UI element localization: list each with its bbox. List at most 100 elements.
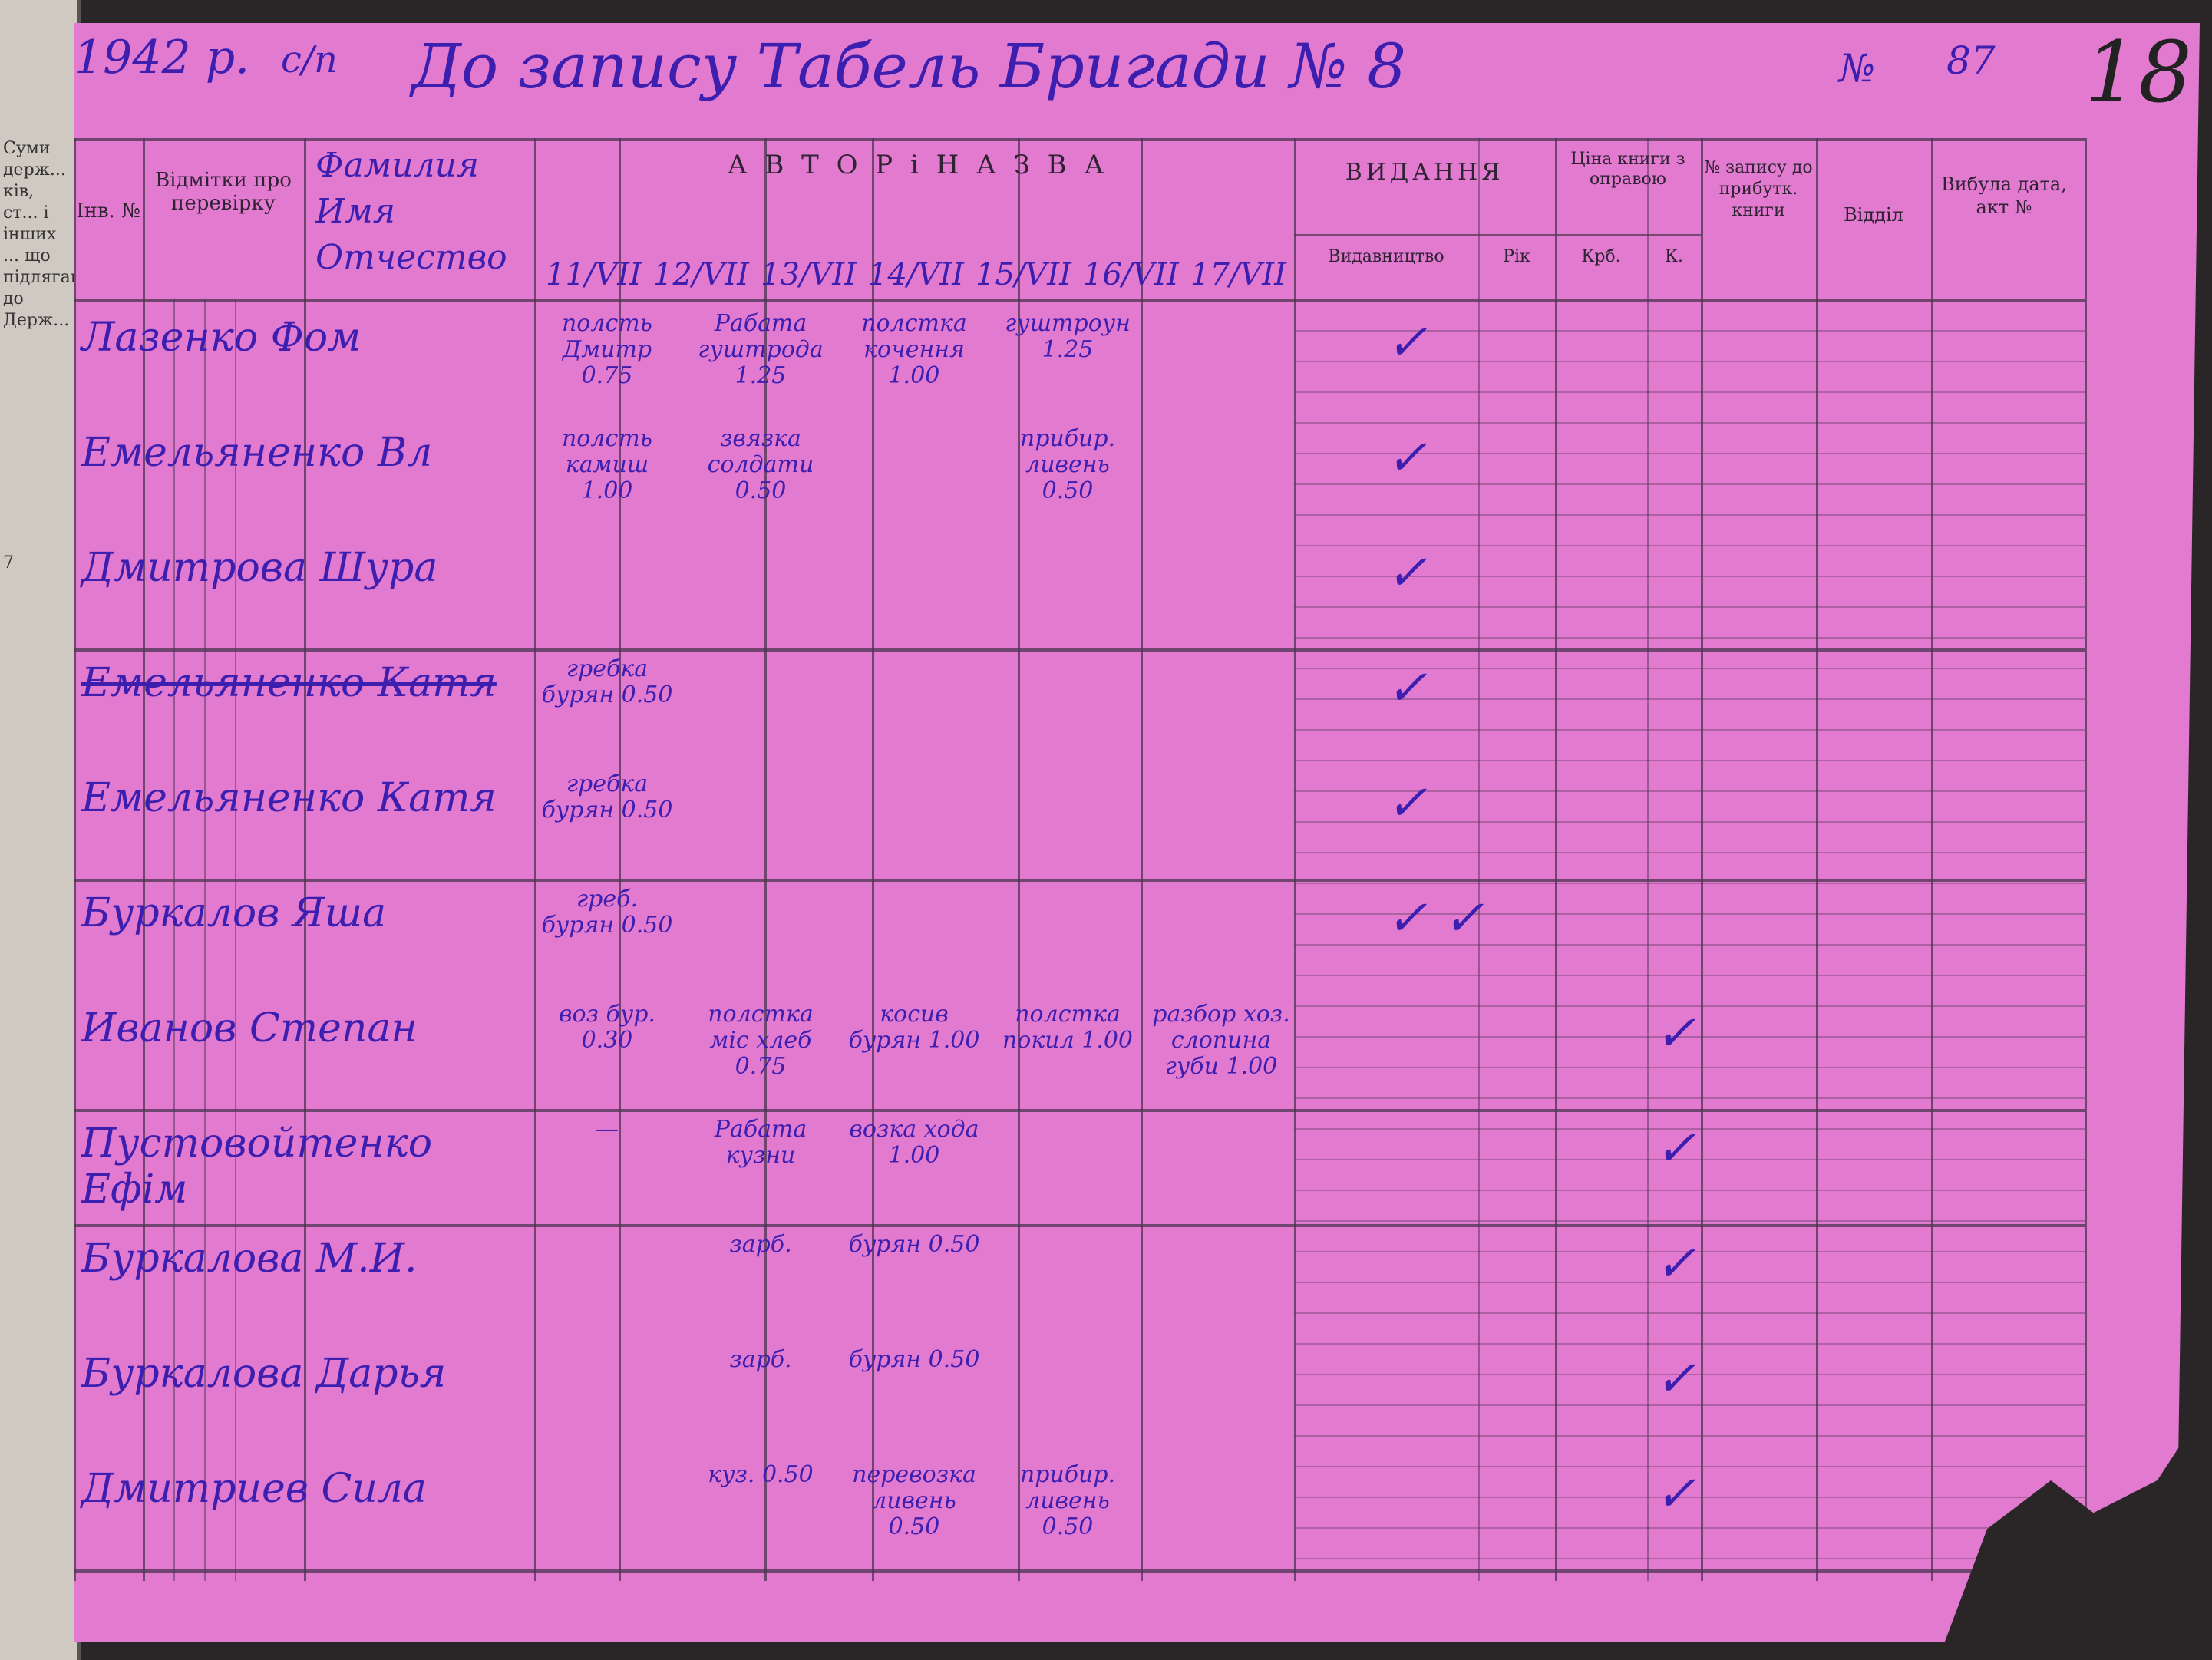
- page-number: 18: [2085, 23, 2192, 121]
- row-name: Емельяненко Вл: [81, 430, 433, 476]
- col-record: № запису до прибутк. книги: [1704, 158, 1813, 220]
- check-mark-icon: ✓: [1386, 430, 1428, 487]
- ruling-line: [1294, 514, 2085, 516]
- row-name: Лазенко Фом: [81, 315, 362, 361]
- col-year: Рік: [1503, 247, 1530, 266]
- column-divider: [173, 299, 175, 1581]
- ruling-line: [1294, 1036, 2085, 1038]
- row-name: Буркалов Яша: [81, 890, 387, 936]
- row-divider: [74, 1109, 2085, 1112]
- number-value: 87: [1946, 38, 1996, 83]
- ruling-line: [1294, 576, 2085, 577]
- column-divider: [235, 299, 236, 1581]
- row-entry: звязка солдати 0.50: [707, 425, 814, 504]
- ruling-line: [1294, 1282, 2085, 1283]
- ruling-line: [1294, 1128, 2085, 1130]
- ruling-line: [1294, 944, 2085, 946]
- ruling-line: [1294, 545, 2085, 546]
- ruling-line: [1294, 1159, 2085, 1160]
- ruling-line: [1294, 1312, 2085, 1314]
- column-divider: [1816, 138, 1818, 1581]
- surname-heading: Фамилия: [315, 146, 480, 185]
- col-inv: Інв. №: [76, 200, 140, 223]
- col-edition: ВИДАННЯ: [1345, 159, 1504, 186]
- row-entry: перевозка ливень 0.50: [852, 1461, 976, 1540]
- check-mark-icon: ✓: [1386, 545, 1428, 602]
- column-divider: [534, 138, 536, 1581]
- row-entry: полстка мiс хлеб 0.75: [708, 1001, 814, 1080]
- row-entry: полстка кочення 1.00: [861, 310, 967, 389]
- mark: с/п: [281, 38, 338, 81]
- ruling-line: [1294, 330, 2085, 332]
- column-divider: [1931, 138, 1933, 1581]
- row-divider: [74, 1224, 2085, 1227]
- row-entry: прибир. ливень 0.50: [1019, 1461, 1116, 1540]
- ruling-line: [1294, 760, 2085, 761]
- row-name: Буркалова Дарья: [81, 1351, 447, 1397]
- row-entry: полстка покил 1.00: [1002, 1001, 1134, 1054]
- ruling-line: [1294, 1497, 2085, 1498]
- col-author-title: А В Т О Р і Н А З В А: [727, 150, 1109, 180]
- row-entry: возка хода 1.00: [849, 1116, 979, 1169]
- date-heading: 14/VII: [868, 257, 964, 292]
- row-entry: бурян 0.50: [848, 1231, 980, 1258]
- ruling-line: [1294, 1404, 2085, 1406]
- column-divider: [2085, 138, 2087, 1581]
- row-divider: [74, 648, 2085, 652]
- column-divider: [304, 138, 306, 1581]
- ruling-line: [1294, 1558, 2085, 1559]
- ruling-line: [1294, 1374, 2085, 1375]
- date-heading: 13/VII: [761, 257, 857, 292]
- col-kop: К.: [1664, 247, 1684, 266]
- check-mark-icon: ✓: [1655, 1120, 1696, 1177]
- row-entry: гребка бурян 0.50: [541, 655, 673, 708]
- column-divider: [74, 138, 76, 1581]
- column-divider: [1018, 138, 1020, 1581]
- left-page: Суми держ... ків, ст... і інших ... що п…: [0, 0, 104, 1660]
- row-name: Емельяненко Катя: [81, 660, 497, 706]
- column-divider: [143, 138, 145, 1581]
- ruling-line: [1294, 422, 2085, 424]
- column-divider: [619, 138, 621, 1581]
- check-mark-icon: ✓: [1655, 1005, 1696, 1062]
- check-mark-icon: ✓: [1655, 1466, 1696, 1523]
- ruling-line: [1294, 821, 2085, 823]
- row-name: Буркалова М.И.: [81, 1236, 418, 1282]
- ruling-line: [1294, 913, 2085, 915]
- number-label: №: [1839, 46, 1876, 91]
- col-price: Ціна книги з оправою: [1570, 150, 1685, 189]
- ruling-line: [1294, 1251, 2085, 1252]
- col-removed: Вибула дата, акт №: [1941, 173, 2067, 218]
- column-divider: [764, 138, 767, 1581]
- ruling-line: [1294, 729, 2085, 731]
- row-entry: бурян 0.50: [848, 1346, 980, 1373]
- ruling-line: [1294, 637, 2085, 639]
- row-divider: [74, 299, 2085, 302]
- ruling-line: [1294, 361, 2085, 362]
- row-entry: Рабата кузни: [714, 1116, 807, 1169]
- row-entry: полсть Дмитр 0.75: [561, 310, 653, 389]
- ruling-line: [1294, 852, 2085, 853]
- col-check: Відмітки про перевірку: [155, 169, 292, 215]
- date-heading: 17/VII: [1190, 257, 1286, 292]
- check-mark-icon: ✓ ✓: [1386, 890, 1484, 947]
- ruling-line: [1294, 1527, 2085, 1529]
- column-divider: [1294, 138, 1296, 1581]
- sheet-title: До запису Табель Бригади № 8: [411, 31, 1407, 102]
- ruling-line: [1294, 483, 2085, 485]
- row-entry: разбор хоз. слопина губи 1.00: [1152, 1001, 1290, 1080]
- check-mark-icon: ✓: [1386, 660, 1428, 717]
- row-entry: воз бур. 0.30: [559, 1001, 655, 1054]
- ruling-line: [1294, 1097, 2085, 1099]
- ruling-line: [1294, 698, 2085, 700]
- ruling-line: [1294, 606, 2085, 608]
- left-page-number: 7: [3, 553, 14, 573]
- ruling-line: [1294, 1067, 2085, 1068]
- left-page-text: Суми держ... ків, ст... і інших ... що п…: [3, 139, 104, 330]
- ruling-line: [1294, 391, 2085, 393]
- ruling-line: [1294, 883, 2085, 884]
- col-krb: Крб.: [1581, 247, 1621, 266]
- check-mark-icon: ✓: [1386, 775, 1428, 832]
- row-entry: —: [596, 1116, 619, 1143]
- column-divider: [1555, 138, 1557, 1581]
